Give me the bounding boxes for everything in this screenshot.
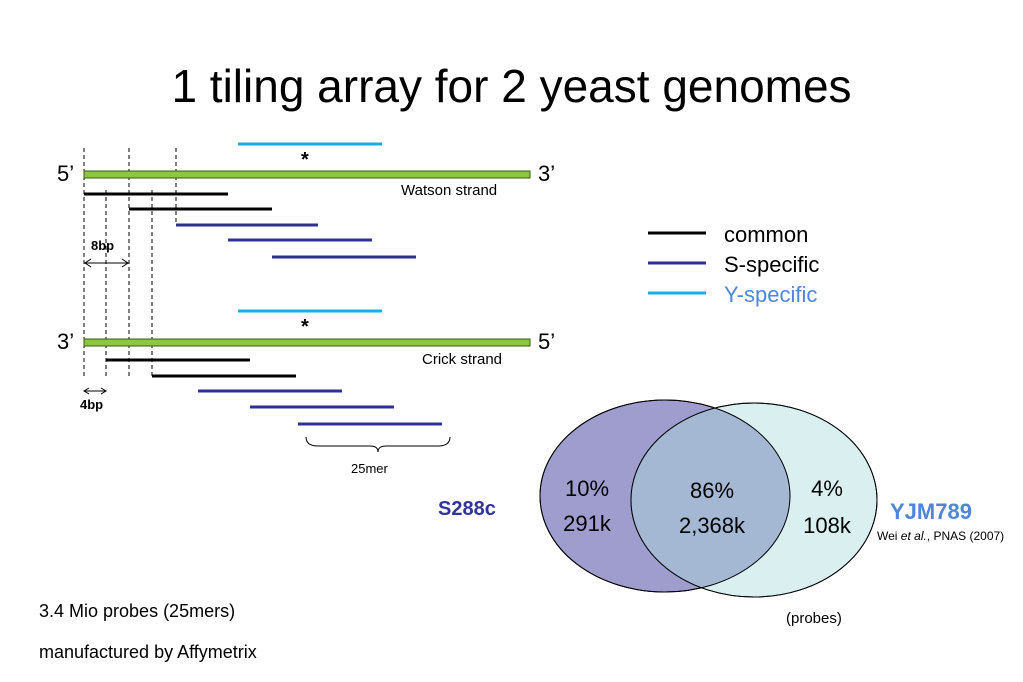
slide-title: 1 tiling array for 2 yeast genomes	[171, 60, 852, 112]
crick-marker: *	[301, 316, 309, 338]
crick-left-end: 3’	[57, 329, 75, 354]
venn-overlap-region	[631, 403, 790, 592]
step-8bp-arrow	[84, 258, 129, 268]
genome-s288c-label: S288c	[438, 498, 496, 520]
venn-y-only-percent: 4%	[811, 476, 843, 501]
legend-label-y-specific: Y-specific	[724, 282, 818, 307]
step-8bp-label: 8bp	[91, 238, 115, 253]
note-probe-count: 3.4 Mio probes (25mers)	[39, 601, 236, 621]
watson-left-end: 5’	[57, 161, 75, 186]
venn-unit-label: (probes)	[786, 610, 842, 627]
step-4bp-label: 4bp	[80, 397, 104, 412]
venn-both-percent: 86%	[689, 478, 735, 503]
probe-length-label: 25mer	[351, 461, 388, 476]
watson-strand-label: Watson strand	[401, 182, 498, 199]
venn-s-only-percent: 10%	[564, 476, 610, 501]
crick-strand-bar	[83, 338, 531, 347]
citation: Wei et al., PNAS (2007)	[877, 529, 1005, 543]
step-4bp-arrow	[83, 387, 107, 395]
venn-y-only-count: 108k	[803, 513, 851, 538]
probe-length-brace	[305, 436, 451, 453]
watson-right-end: 3’	[538, 161, 556, 186]
crick-strand-label: Crick strand	[422, 351, 503, 368]
genome-yjm789-label: YJM789	[890, 499, 972, 524]
venn-s-only-count: 291k	[563, 511, 611, 536]
watson-marker: *	[301, 149, 309, 171]
legend-label-s-specific: S-specific	[724, 252, 820, 277]
legend-label-common: common	[724, 222, 809, 247]
venn-both-count: 2,368k	[678, 513, 746, 538]
crick-right-end: 5’	[538, 329, 556, 354]
note-manufacturer: manufactured by Affymetrix	[39, 642, 257, 662]
watson-strand-bar	[83, 170, 531, 179]
